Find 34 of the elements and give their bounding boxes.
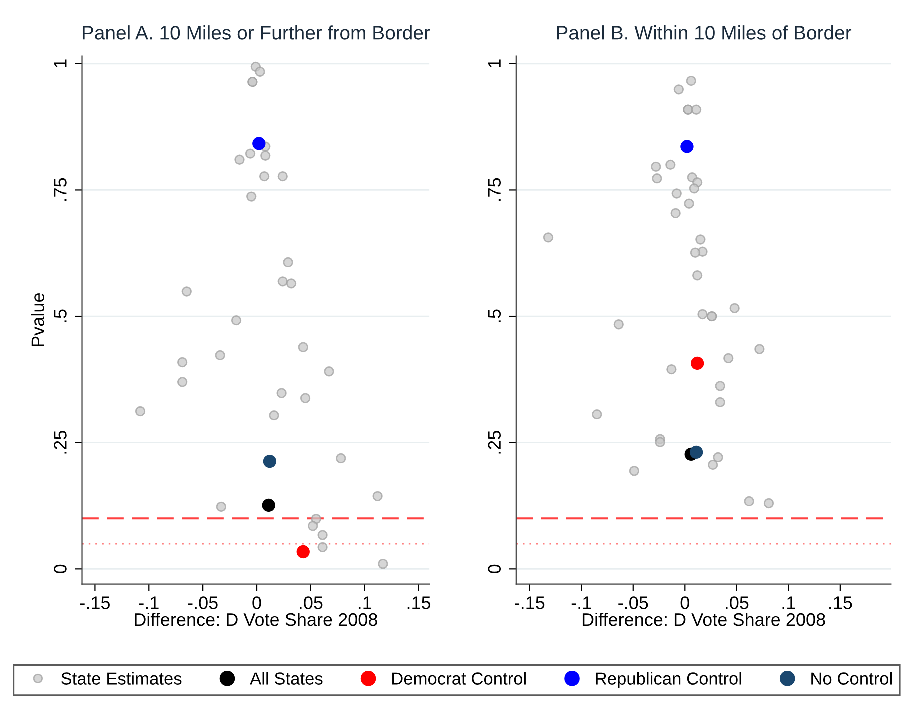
x-tick-label: .15 [408, 596, 431, 610]
y-tick-label: 1 [488, 60, 501, 68]
y-tick-label: .5 [54, 310, 67, 322]
x-tick-label: -.05 [188, 596, 218, 610]
x-tick-label: -.15 [515, 596, 545, 610]
y-tick-label: .25 [54, 431, 67, 454]
x-tick-label: .1 [782, 596, 796, 610]
x-tick-label: .05 [300, 596, 323, 610]
y-axis-title: Pvalue [31, 294, 44, 346]
x-tick-label: .1 [358, 596, 372, 610]
x-tick-label: 0 [252, 596, 262, 610]
y-tick-label: 0 [54, 564, 67, 574]
chart-title: Panel A. 10 Miles or Further from Border [82, 26, 430, 40]
x-tick-label: -.1 [139, 596, 159, 610]
chart-title: Panel B. Within 10 Miles of Border [557, 26, 852, 40]
legend-label: Democrat Control [392, 672, 526, 685]
x-tick-label: -.15 [80, 596, 110, 610]
y-tick-label: .75 [54, 178, 67, 202]
x-tick-label: -.1 [572, 596, 592, 610]
y-tick-label: .75 [488, 178, 502, 202]
x-tick-label: -.05 [618, 596, 648, 610]
x-axis-title: Difference: D Vote Share 2008 [135, 612, 378, 626]
y-tick-label: 1 [54, 60, 67, 68]
x-tick-label: .15 [830, 596, 852, 610]
legend-label: All States [250, 672, 323, 685]
legend-label: State Estimates [62, 672, 182, 685]
x-axis-title: Difference: D Vote Share 2008 [582, 612, 826, 626]
y-tick-label: .25 [488, 431, 502, 454]
x-tick-label: 0 [680, 596, 690, 610]
legend-label: No Control [812, 672, 892, 685]
legend-label: Republican Control [596, 672, 742, 688]
x-tick-label: .05 [726, 596, 749, 610]
y-tick-label: .5 [488, 310, 502, 322]
y-tick-label: 0 [488, 564, 502, 574]
